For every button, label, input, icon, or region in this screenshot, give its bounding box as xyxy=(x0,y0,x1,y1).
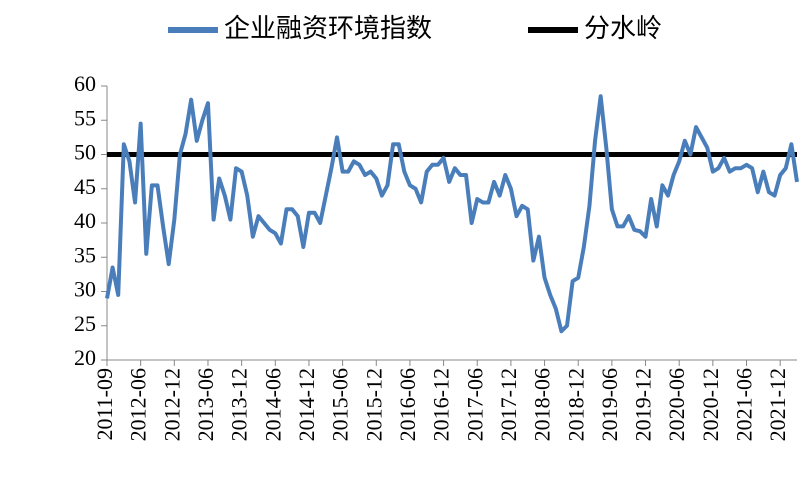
data-line xyxy=(105,94,799,334)
x-tick-label: 2015-12 xyxy=(361,368,386,441)
x-tick-label: 2016-12 xyxy=(429,368,454,441)
x-tick-label: 2015-06 xyxy=(328,368,353,441)
x-tick-label: 2016-06 xyxy=(395,368,420,441)
x-tick-label: 2014-12 xyxy=(294,368,319,441)
y-tick-label: 60 xyxy=(74,71,96,96)
y-tick-label: 25 xyxy=(74,311,96,336)
x-tick-label: 2019-06 xyxy=(597,368,622,441)
x-tick-label: 2018-12 xyxy=(563,368,588,441)
y-tick-label: 30 xyxy=(74,277,96,302)
x-tick-label: 2017-12 xyxy=(496,368,521,441)
y-tick-label: 45 xyxy=(74,174,96,199)
x-tick-label: 2011-09 xyxy=(92,368,117,441)
x-tick-label: 2018-06 xyxy=(530,368,555,441)
y-tick-label: 40 xyxy=(74,208,96,233)
x-tick-label: 2020-12 xyxy=(698,368,723,441)
x-tick-label: 2013-06 xyxy=(193,368,218,441)
y-tick-label: 55 xyxy=(74,105,96,130)
x-tick-label: 2021-06 xyxy=(732,368,757,441)
x-tick-label: 2014-06 xyxy=(260,368,285,441)
y-tick-label: 35 xyxy=(74,242,96,267)
x-tick-label: 2021-12 xyxy=(765,368,790,441)
legend-label: 企业融资环境指数 xyxy=(224,14,432,43)
x-tick-label: 2017-06 xyxy=(462,368,487,441)
y-tick-label: 50 xyxy=(74,140,96,165)
y-tick-label: 20 xyxy=(74,345,96,370)
x-tick-label: 2020-06 xyxy=(664,368,689,441)
x-tick-label: 2013-12 xyxy=(227,368,252,441)
x-tick-label: 2019-12 xyxy=(631,368,656,441)
x-tick-label: 2012-12 xyxy=(159,368,184,441)
x-tick-label: 2012-06 xyxy=(126,368,151,441)
legend-label: 分水岭 xyxy=(584,14,662,43)
